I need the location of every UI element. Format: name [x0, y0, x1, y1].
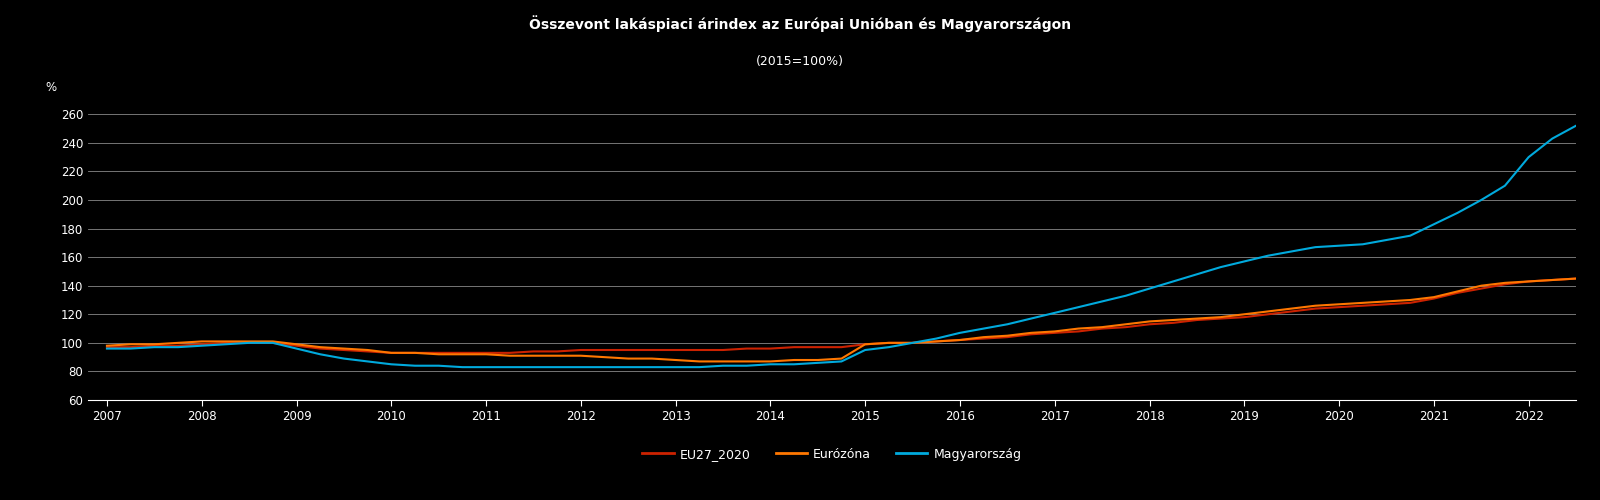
EU27_2020 — [950, 337, 970, 343]
EU27_2020 — [738, 346, 757, 352]
Eurózóna — [1069, 326, 1088, 332]
Magyarország — [1590, 117, 1600, 123]
EU27_2020 — [1093, 326, 1112, 332]
Eurózóna — [950, 337, 970, 343]
Text: (2015=100%): (2015=100%) — [757, 55, 845, 68]
EU27_2020 — [382, 350, 402, 356]
Magyarország — [98, 346, 117, 352]
Eurózóna — [98, 342, 117, 348]
Magyarország — [453, 364, 472, 370]
Line: Eurózóna: Eurózóna — [107, 277, 1600, 361]
Magyarország — [950, 330, 970, 336]
EU27_2020 — [1590, 274, 1600, 280]
Line: Magyarország: Magyarország — [107, 120, 1600, 367]
EU27_2020 — [98, 344, 117, 350]
Magyarország — [1069, 304, 1088, 310]
Line: EU27_2020: EU27_2020 — [107, 277, 1600, 353]
Eurózóna — [738, 358, 757, 364]
EU27_2020 — [286, 342, 306, 348]
Magyarország — [286, 346, 306, 352]
Y-axis label: %: % — [45, 81, 56, 94]
EU27_2020 — [1069, 328, 1088, 334]
Eurózóna — [1590, 274, 1600, 280]
Eurózóna — [1093, 324, 1112, 330]
Eurózóna — [856, 342, 875, 347]
Magyarország — [738, 362, 757, 368]
Magyarország — [856, 347, 875, 353]
Eurózóna — [690, 358, 709, 364]
Magyarország — [1093, 298, 1112, 304]
Legend: EU27_2020, Eurózóna, Magyarország: EU27_2020, Eurózóna, Magyarország — [637, 443, 1027, 466]
EU27_2020 — [856, 342, 875, 347]
Eurózóna — [286, 342, 306, 347]
Text: Összevont lakáspiaci árindex az Európai Unióban és Magyarországon: Összevont lakáspiaci árindex az Európai … — [530, 15, 1070, 32]
